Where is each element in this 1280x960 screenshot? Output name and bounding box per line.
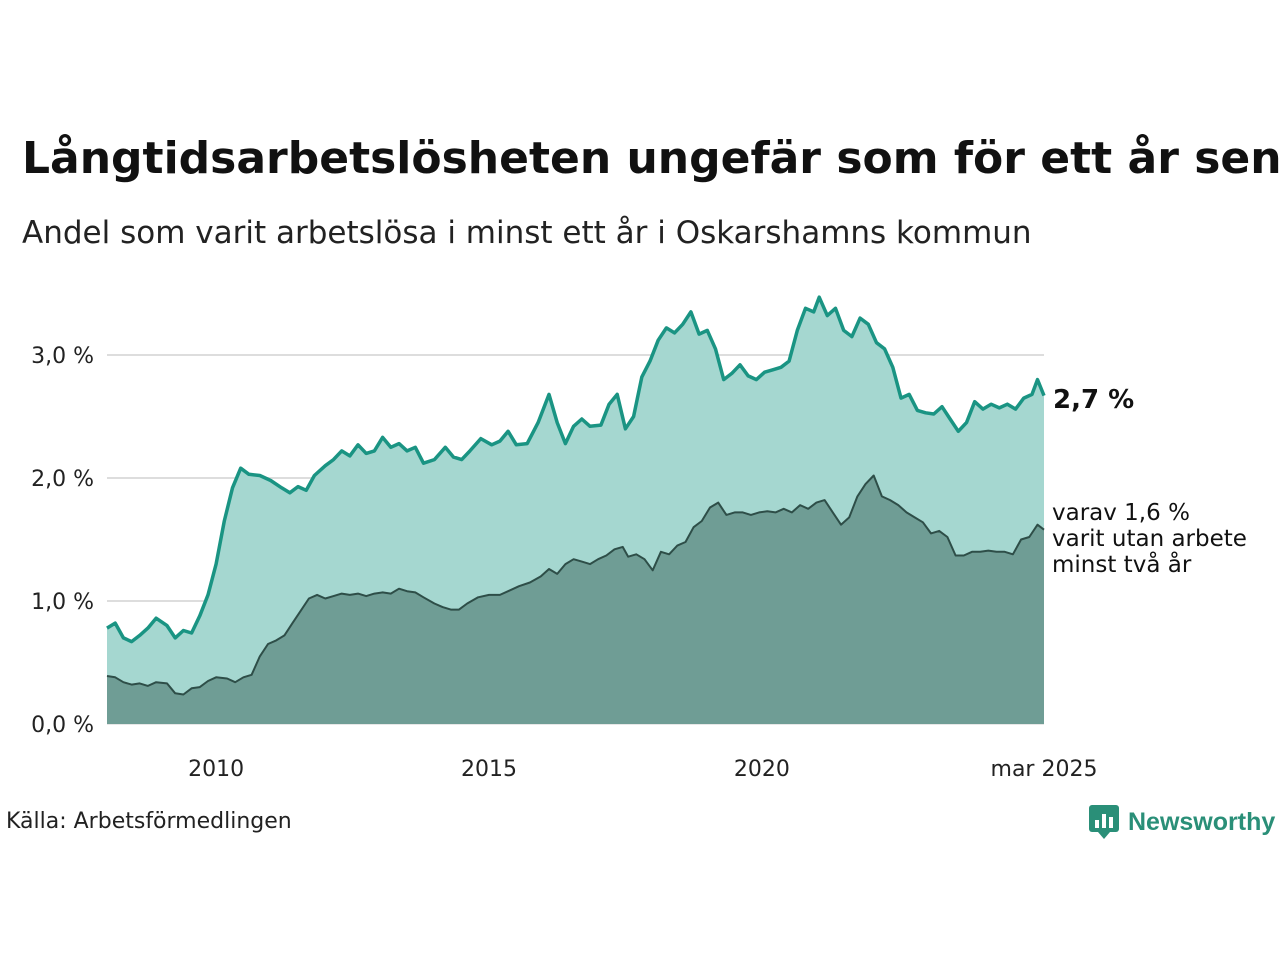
y-tick-label: 0,0 % [31,713,94,738]
x-tick-label: 2020 [734,757,790,782]
newsworthy-logo-text: Newsworthy [1128,807,1276,836]
y-tick-label: 3,0 % [31,344,94,369]
x-tick-label: 2010 [188,757,244,782]
axis-labels: 0,0 % 1,0 % 2,0 % 3,0 % 2010 2015 2020 mar 2025 [31,344,1097,782]
x-tick-label: mar 2025 [991,757,1098,782]
end-labels: 2,7 % varav 1,6 % varit utan arbete mins… [1052,385,1247,578]
series-area-long [107,475,1044,724]
series-line-total [106,295,1046,644]
source-note: Källa: Arbetsförmedlingen [6,809,292,834]
series-areas [106,295,1046,724]
y-tick-label: 1,0 % [31,590,94,615]
long-end-label-line-1: varav 1,6 % [1052,500,1190,526]
series-line-long [106,474,1045,696]
newsworthy-logo-icon [1089,805,1119,839]
chart-title: Långtidsarbetslösheten ungefär som för e… [22,133,1280,184]
newsworthy-logo[interactable]: Newsworthy [1088,804,1275,840]
long-end-label-line-3: minst två år [1052,550,1192,578]
y-tick-label: 2,0 % [31,467,94,492]
long-end-label-line-2: varit utan arbete [1052,526,1247,552]
total-end-label: 2,7 % [1053,385,1134,415]
chart-subtitle: Andel som varit arbetslösa i minst ett å… [22,215,1032,251]
x-tick-label: 2015 [461,757,517,782]
